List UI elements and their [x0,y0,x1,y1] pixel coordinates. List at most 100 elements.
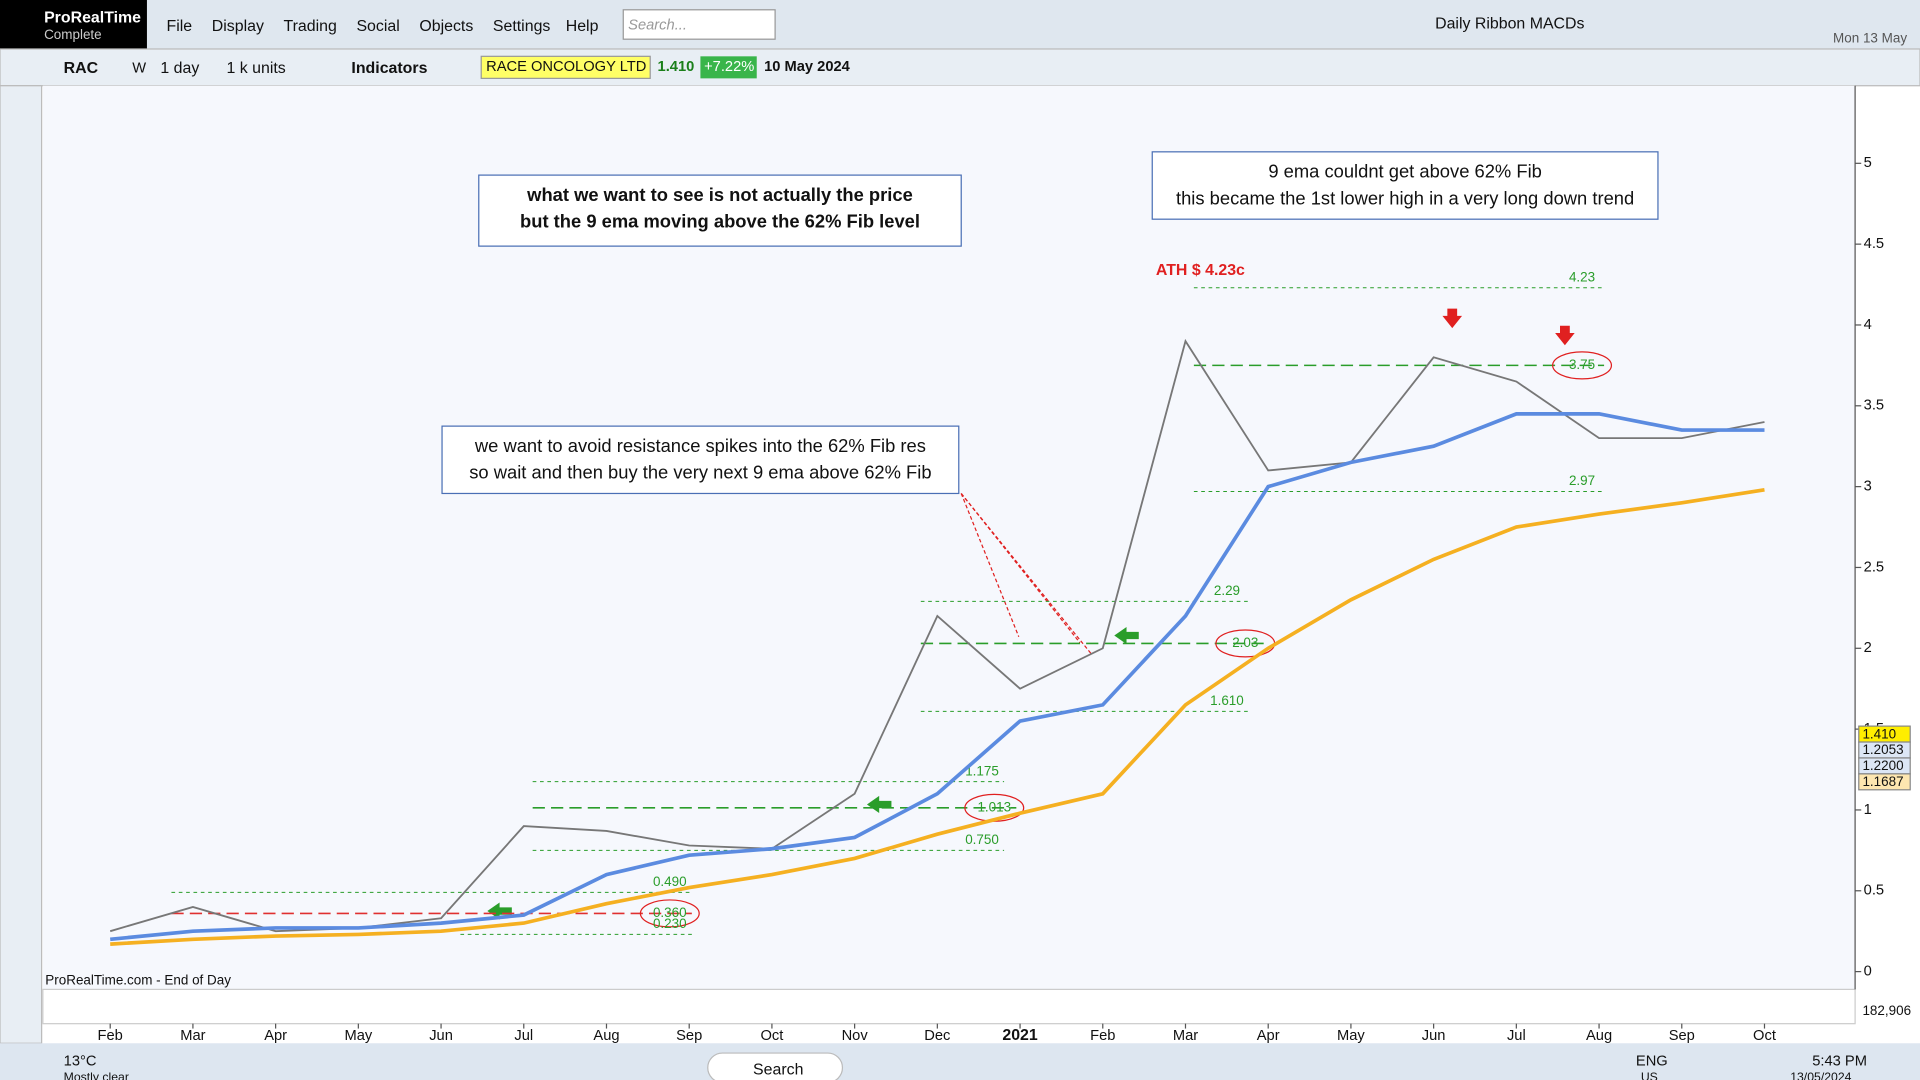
fib-label: 3.75 [1569,357,1595,372]
x-tick-label: Oct [760,1028,783,1044]
y-tick-label: 3 [1864,479,1872,495]
x-tick-label: Feb [1090,1028,1115,1044]
time: 5:43 PM [1812,1054,1867,1070]
volume-label: 182,906 [1862,1003,1911,1018]
fib-label: 1.610 [1210,693,1244,708]
app-edition: Complete [44,27,102,42]
price-tag-text: 1.2200 [1862,758,1903,773]
units[interactable]: 1 k units [227,60,286,77]
toolbar [0,48,1920,87]
taskbar-search-text: Search [753,1061,803,1078]
temperature: 13°C [64,1054,97,1070]
y-tick-label: 4 [1864,317,1872,333]
name-box [480,55,651,79]
x-tick-label: Oct [1753,1028,1776,1044]
x-tick-label: Mar [1173,1028,1198,1044]
fib-label: 0.750 [965,832,999,847]
fib-label: 0.490 [653,874,687,889]
quote-date: 10 May 2024 [764,59,851,75]
fib-circle [1552,351,1613,380]
source: ProRealTime.com - End of Day [45,972,231,987]
fib-label: 1.175 [965,763,999,778]
period[interactable]: 1 day [160,60,199,77]
menu-bar [0,0,1920,49]
x-tick-label: Aug [1586,1028,1612,1044]
y-tick-label: 2.5 [1864,559,1884,575]
x-tick-label: Sep [1669,1028,1695,1044]
x-tick-label: May [1337,1028,1365,1044]
fib-label: 2.03 [1232,635,1258,650]
date: Mon 13 May [1833,31,1907,46]
fib-label: 2.29 [1214,583,1240,598]
x-tick-label: Jul [514,1028,533,1044]
annotation-text: we want to avoid resistance spikes into … [474,435,926,456]
x-tick-label: Feb [98,1028,123,1044]
instrument-name: RACE ONCOLOGY LTD [486,59,646,75]
app-name: ProRealTime [44,10,141,27]
menu-item[interactable]: Social [356,18,399,35]
ticker[interactable]: RAC [64,60,99,77]
annotation-box [1151,151,1659,220]
x-tick-label: Apr [1257,1028,1280,1044]
fib-label: 1.013 [977,799,1011,814]
decor [960,493,1093,656]
lang: ENG [1636,1054,1668,1070]
left-toolbar [0,85,43,1044]
y-tick-label: 3.5 [1864,398,1884,414]
y-tick-label: 4.5 [1864,236,1884,252]
price-tag-text: 1.2053 [1862,742,1903,757]
series-line [110,412,1765,942]
menu-item[interactable]: Trading [284,18,337,35]
x-tick-label: Sep [676,1028,702,1044]
menu-item[interactable]: File [167,18,193,35]
x-tick-label: 2021 [1002,1027,1038,1044]
annotation-text: 9 ema couldnt get above 62% Fib [1268,160,1542,181]
taskbar [0,1043,1920,1080]
taskbar-search[interactable] [707,1052,844,1080]
taskbar-date: 13/05/2024 [1790,1070,1851,1080]
annotation-text: so wait and then buy the very next 9 ema… [469,462,931,483]
price-tag-text: 1.1687 [1862,774,1903,789]
fib-label: 2.97 [1569,473,1595,488]
fib-label: 4.23 [1569,270,1595,285]
x-tick-label: Jun [1422,1028,1446,1044]
x-tick-label: Aug [593,1028,619,1044]
y-tick-label: 1 [1864,802,1872,818]
search-placeholder: Search... [628,18,687,34]
ath: ATH $ 4.23c [1156,262,1245,279]
menu-item[interactable]: Display [212,18,264,35]
x-tick-label: May [344,1028,372,1044]
change-box [700,56,757,79]
annotation-box [478,174,962,247]
annotation-text: what we want to see is not actually the … [526,184,913,205]
x-tick-label: Nov [842,1028,869,1044]
x-tick-label: Jun [429,1028,453,1044]
region: US [1641,1070,1658,1080]
menu-item[interactable]: Objects [419,18,473,35]
x-tick-label: Jul [1507,1028,1526,1044]
x-tick-label: Mar [180,1028,205,1044]
annotation-text: but the 9 ema moving above the 62% Fib l… [520,211,920,232]
y-tick-label: 2 [1864,640,1872,656]
logo [0,0,147,49]
template[interactable]: Daily Ribbon MACDs [1435,16,1584,33]
x-tick-label: Dec [924,1028,950,1044]
y-tick-label: 5 [1864,155,1872,171]
series-line [110,488,1765,946]
weather: Mostly clear [64,1070,129,1080]
weekly[interactable]: W [132,60,146,76]
annotation-text: this became the 1st lower high in a very… [1176,187,1634,208]
menu-item[interactable]: Settings [493,18,551,35]
y-tick-label: 0 [1864,963,1872,979]
price-tag-text: 1.410 [1862,726,1896,741]
y-tick-label: 0.5 [1864,883,1884,899]
annotation-box [441,425,960,495]
change: +7.22% [704,59,754,75]
price-tag [1858,773,1911,791]
indicators[interactable]: Indicators [351,60,427,77]
fib-label: 0.360 [653,905,687,920]
volume-pane [42,988,1856,1025]
help[interactable]: Help [566,18,599,35]
search-box[interactable] [622,9,776,40]
